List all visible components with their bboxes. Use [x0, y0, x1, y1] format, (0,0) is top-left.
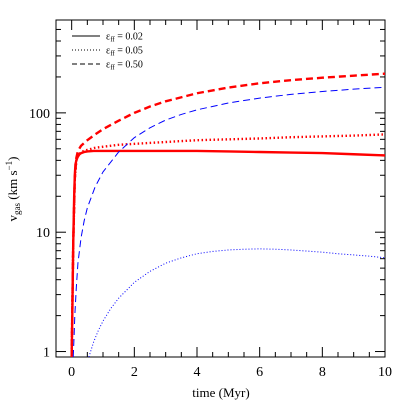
y-label-close: ) [5, 157, 20, 161]
x-tick-label: 8 [319, 365, 326, 380]
legend: εff = 0.02 εff = 0.05 εff = 0.50 [72, 32, 143, 72]
y-label-exp: −1 [4, 161, 14, 171]
series-line-3 [70, 72, 385, 357]
x-tick-label: 10 [378, 365, 392, 380]
y-label-main: v [5, 214, 20, 221]
series-line-4 [72, 86, 385, 357]
legend-label: εff = 0.02 [106, 32, 143, 44]
y-tick-label: 1 [43, 346, 50, 361]
axis-ticks [55, 19, 386, 357]
x-tick-label: 4 [194, 365, 201, 380]
svg-text:vgas (km s−1): vgas (km s−1) [4, 157, 22, 222]
x-axis-label: time (Myr) [192, 385, 249, 400]
x-tick-label: 2 [131, 365, 138, 380]
x-tick-label: 0 [68, 365, 75, 380]
legend-label: εff = 0.50 [106, 60, 143, 72]
y-tick-label: 10 [36, 226, 50, 241]
series-line-5 [88, 248, 385, 357]
x-tick-label: 6 [256, 365, 263, 380]
plot-frame [55, 19, 386, 358]
y-axis-label: vgas (km s−1) [4, 157, 22, 222]
series-line-2 [70, 133, 385, 357]
series-group [70, 72, 385, 357]
tick-labels: 0 2 4 6 8 10 1 10 100 [29, 107, 392, 380]
legend-label: εff = 0.05 [106, 46, 143, 58]
y-label-units: (km s [5, 170, 20, 203]
series-line-1 [70, 149, 385, 357]
y-label-sub: gas [12, 202, 22, 214]
y-tick-label: 100 [29, 107, 50, 122]
